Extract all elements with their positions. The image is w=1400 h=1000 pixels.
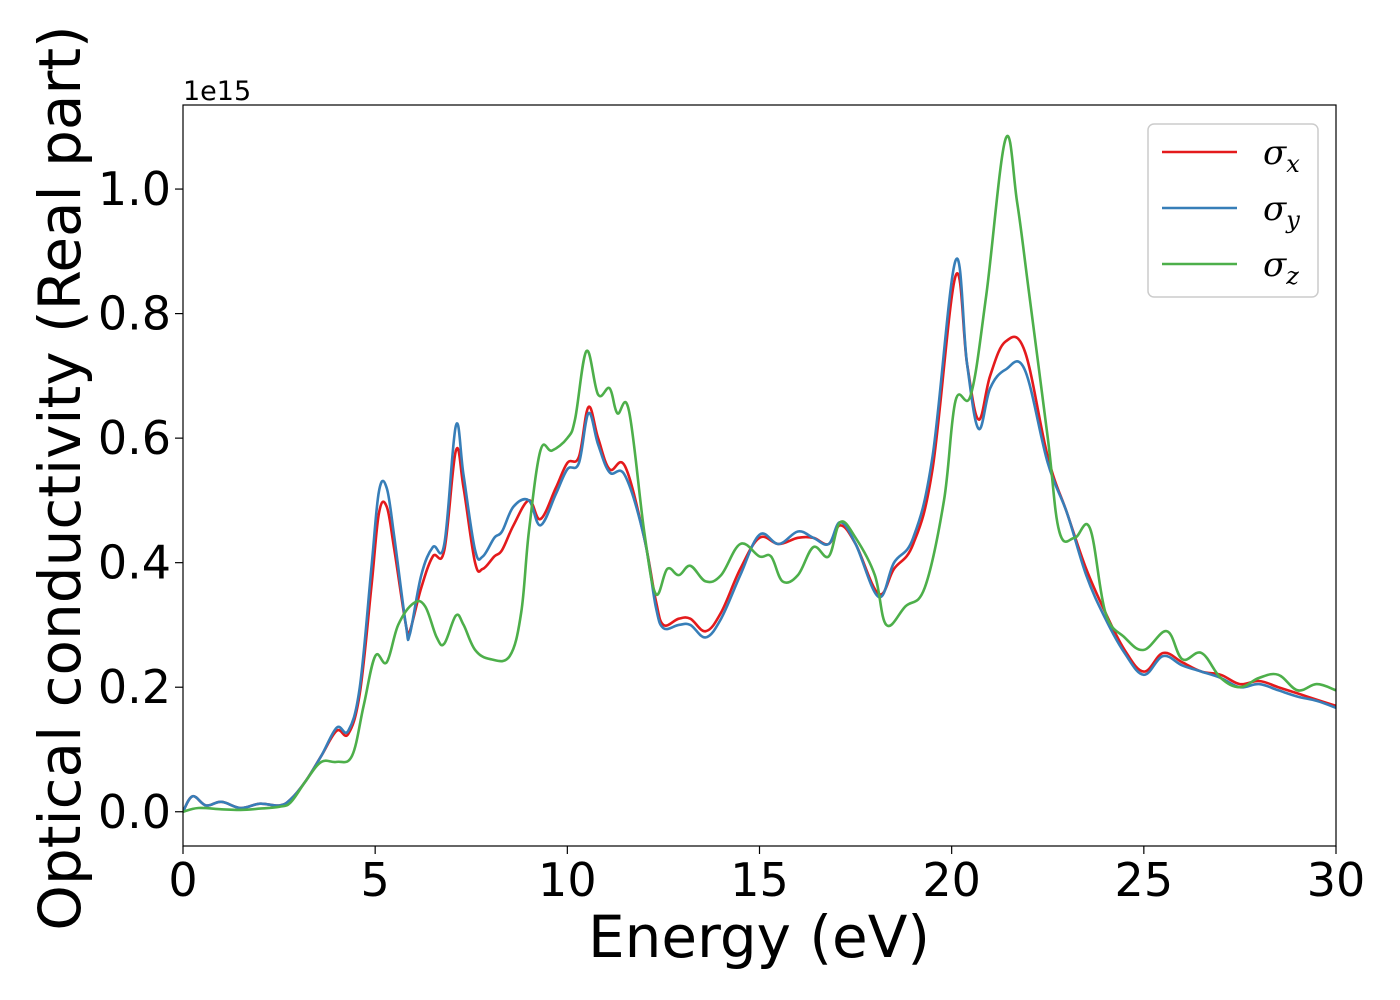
y-tick-label: 0.4 <box>98 536 171 590</box>
y-offset-label: 1e15 <box>183 76 251 107</box>
y-tick-label: 0.2 <box>98 660 171 714</box>
ticks-layer: 0 5 10 15 20 25 30 0.0 0.2 0.4 0.6 0.8 1.0 <box>98 162 1365 907</box>
y-tick-label: 1.0 <box>98 162 171 216</box>
x-tick-label: 15 <box>730 853 789 907</box>
series-layer <box>183 134 1336 814</box>
x-tick-label: 25 <box>1115 853 1174 907</box>
series-line-z <box>183 134 1336 814</box>
x-tick-label: 30 <box>1307 853 1366 907</box>
y-tick-label: 0.8 <box>98 287 171 341</box>
y-tick-label: 0.6 <box>98 411 171 465</box>
y-tick-label: 0.0 <box>98 785 171 839</box>
x-tick-label: 0 <box>168 853 197 907</box>
x-tick-label: 10 <box>538 853 597 907</box>
series-line-y <box>183 257 1336 814</box>
x-tick-label: 20 <box>922 853 981 907</box>
x-tick-label: 5 <box>361 853 390 907</box>
x-axis-title: Energy (eV) <box>588 903 930 971</box>
legend-frame <box>1147 123 1319 298</box>
y-axis-title: Optical conductivity (Real part) <box>26 25 94 930</box>
